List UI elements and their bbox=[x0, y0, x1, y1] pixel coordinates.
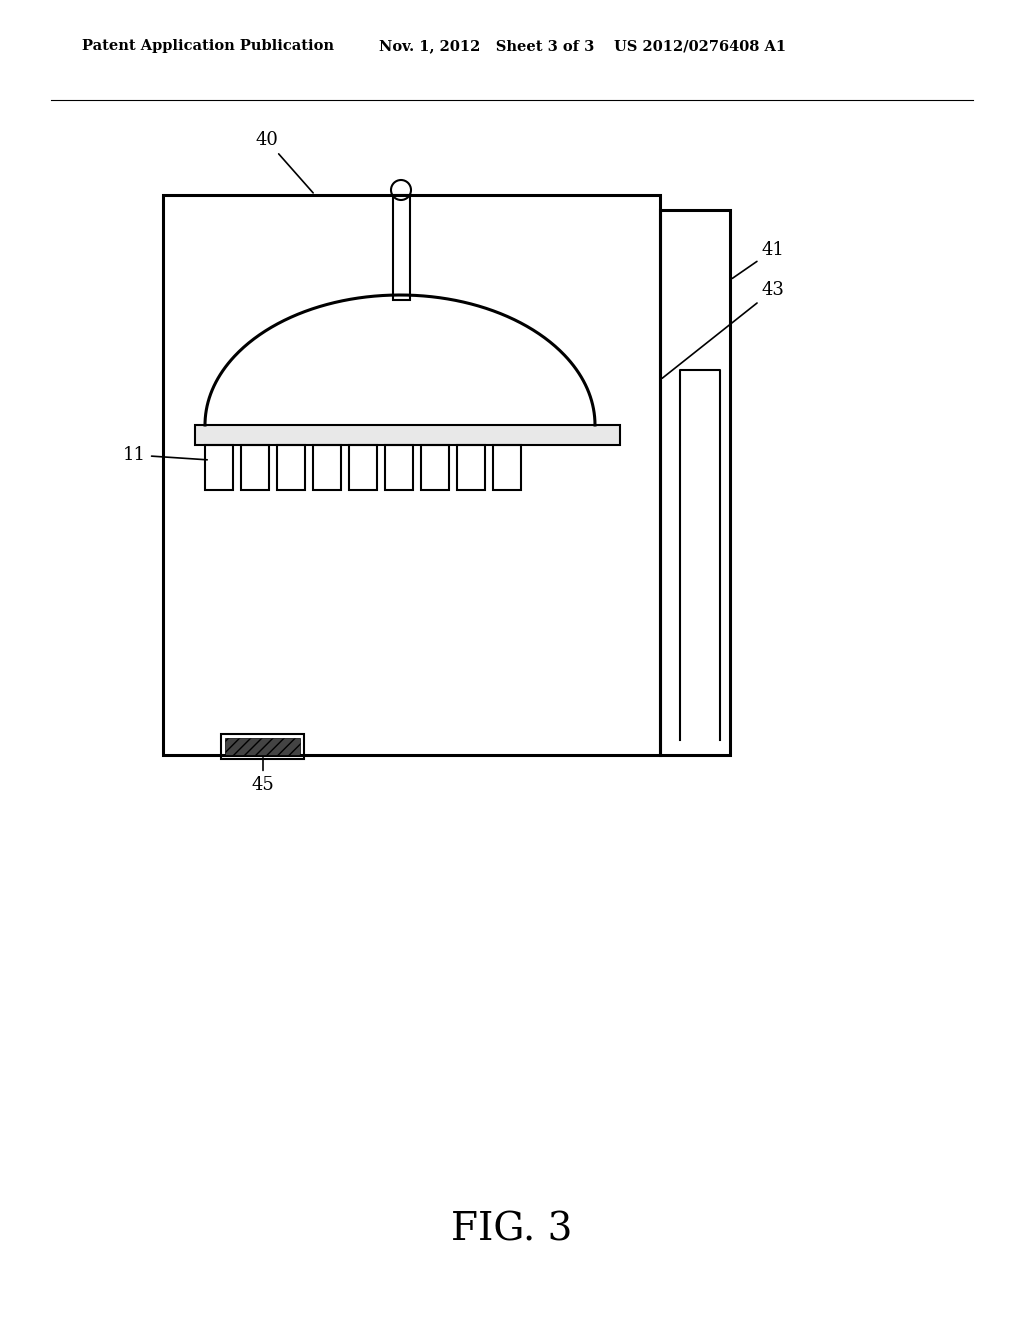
Bar bbox=[163, 195, 660, 755]
Bar bbox=[660, 210, 730, 755]
Bar bbox=[278, 445, 305, 490]
Text: Patent Application Publication: Patent Application Publication bbox=[82, 40, 334, 53]
Text: FIG. 3: FIG. 3 bbox=[452, 1212, 572, 1249]
Bar bbox=[349, 445, 377, 490]
Text: 40: 40 bbox=[255, 131, 313, 193]
Bar bbox=[393, 195, 410, 300]
Bar bbox=[421, 445, 449, 490]
Text: 41: 41 bbox=[732, 242, 784, 279]
Bar bbox=[225, 738, 300, 755]
Bar bbox=[385, 445, 413, 490]
Bar bbox=[205, 445, 233, 490]
Text: 43: 43 bbox=[663, 281, 784, 379]
Bar bbox=[313, 445, 341, 490]
Bar bbox=[493, 445, 521, 490]
Text: 45: 45 bbox=[252, 758, 274, 795]
Bar bbox=[221, 734, 304, 759]
Text: Nov. 1, 2012   Sheet 3 of 3: Nov. 1, 2012 Sheet 3 of 3 bbox=[379, 40, 594, 53]
Bar bbox=[457, 445, 485, 490]
Text: US 2012/0276408 A1: US 2012/0276408 A1 bbox=[614, 40, 786, 53]
Bar bbox=[241, 445, 269, 490]
Text: 11: 11 bbox=[123, 446, 207, 465]
Bar bbox=[195, 425, 620, 445]
